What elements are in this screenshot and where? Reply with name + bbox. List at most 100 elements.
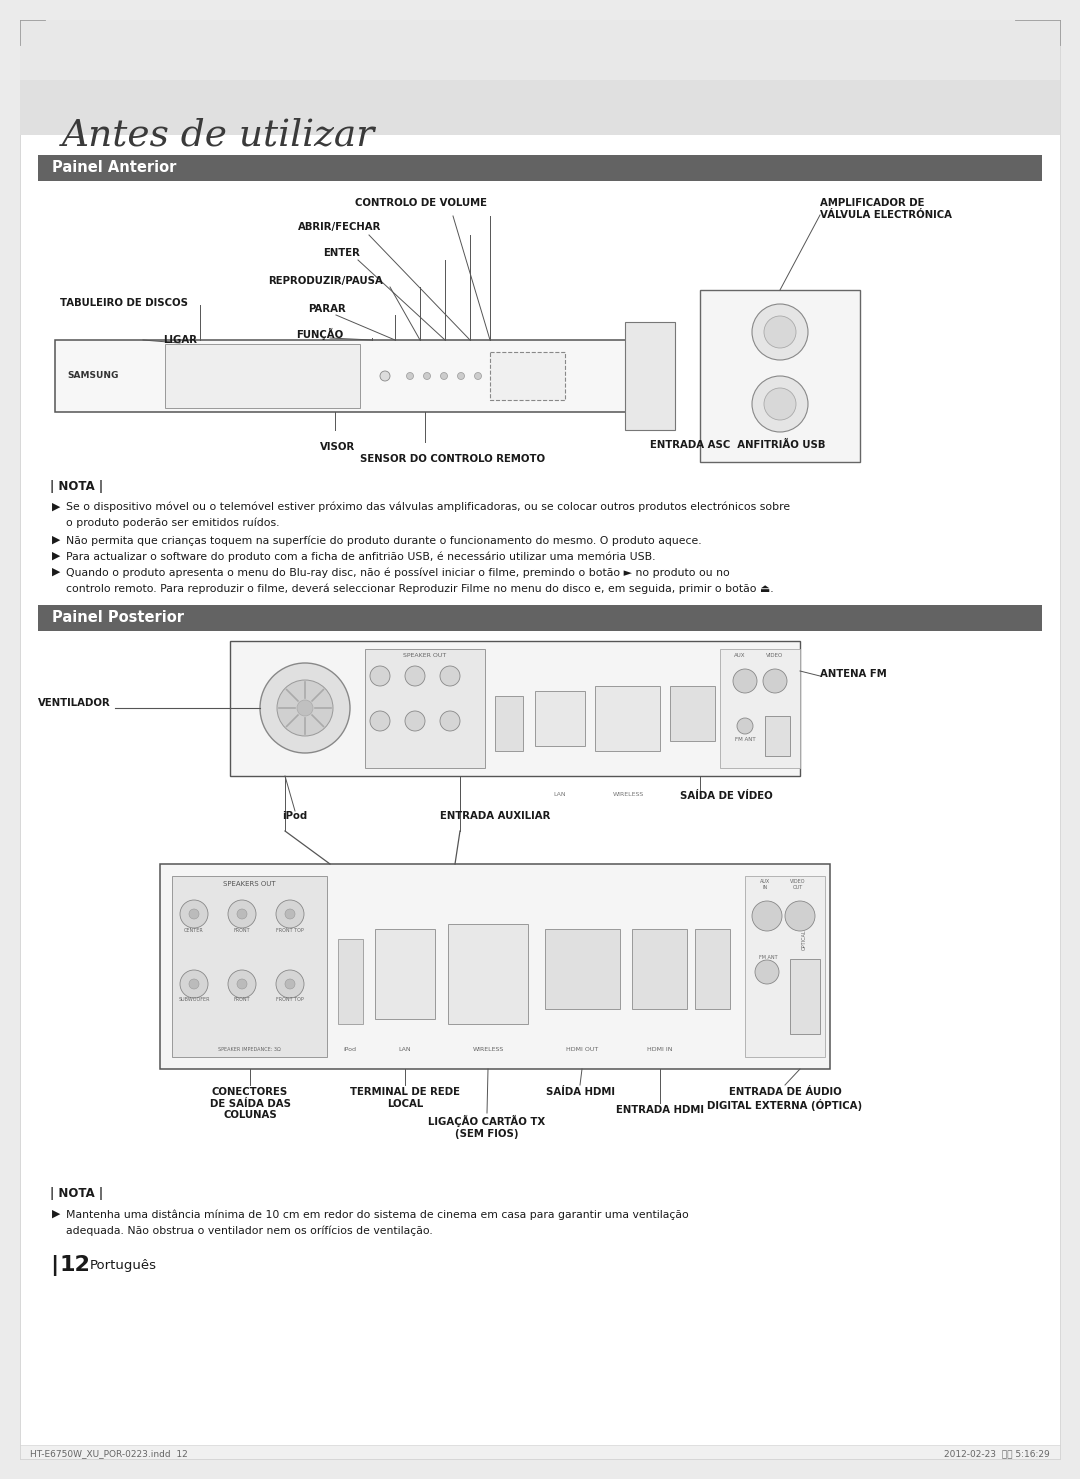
Circle shape (440, 711, 460, 731)
Circle shape (189, 979, 199, 989)
Text: ▶: ▶ (52, 552, 60, 561)
Text: Não permita que crianças toquem na superfície do produto durante o funcionamento: Não permita que crianças toquem na super… (66, 535, 702, 546)
Bar (230, 640, 800, 776)
Text: CONECTORES
DE SAÍDA DAS
COLUNAS: CONECTORES DE SAÍDA DAS COLUNAS (210, 1087, 291, 1120)
Text: SAÍDA HDMI: SAÍDA HDMI (545, 1087, 615, 1097)
Text: ABRIR/FECHAR: ABRIR/FECHAR (298, 222, 381, 232)
Text: SAMSUNG: SAMSUNG (67, 371, 119, 380)
Bar (545, 929, 620, 1009)
Circle shape (733, 669, 757, 694)
Bar (765, 716, 789, 756)
Bar (535, 691, 585, 745)
Text: CENTER: CENTER (184, 927, 204, 933)
Text: FM ANT: FM ANT (734, 737, 755, 742)
Text: Painel Anterior: Painel Anterior (52, 161, 176, 176)
Text: ENTRADA ASC  ANFITRIÃO USB: ENTRADA ASC ANFITRIÃO USB (650, 439, 825, 450)
Circle shape (228, 901, 256, 927)
Bar (696, 929, 730, 1009)
Bar (770, 686, 789, 741)
Text: TABULEIRO DE DISCOS: TABULEIRO DE DISCOS (60, 297, 188, 308)
Text: CONTROLO DE VOLUME: CONTROLO DE VOLUME (355, 198, 487, 209)
Circle shape (370, 666, 390, 686)
Circle shape (180, 970, 208, 998)
Text: adequada. Não obstrua o ventilador nem os orífícios de ventilação.: adequada. Não obstrua o ventilador nem o… (66, 1225, 433, 1235)
Circle shape (474, 373, 482, 380)
Text: 2012-02-23  오후 5:16:29: 2012-02-23 오후 5:16:29 (944, 1449, 1050, 1458)
Text: SPEAKER OUT: SPEAKER OUT (403, 654, 447, 658)
Circle shape (737, 717, 753, 734)
Text: ▶: ▶ (52, 535, 60, 544)
Circle shape (260, 663, 350, 753)
Bar (38, 605, 1042, 632)
Bar (789, 958, 820, 1034)
Circle shape (297, 700, 313, 716)
Circle shape (285, 910, 295, 918)
Circle shape (276, 970, 303, 998)
Bar (375, 929, 435, 1019)
Bar (595, 686, 660, 751)
Text: LIGAÇÃO CARTÃO TX
(SEM FIOS): LIGAÇÃO CARTÃO TX (SEM FIOS) (429, 1115, 545, 1139)
Circle shape (755, 960, 779, 984)
Text: SAÍDA DE VÍDEO: SAÍDA DE VÍDEO (680, 791, 773, 802)
Circle shape (237, 910, 247, 918)
Circle shape (180, 901, 208, 927)
Text: HDMI OUT: HDMI OUT (566, 1047, 598, 1052)
Text: | NOTA |: | NOTA | (50, 1188, 103, 1199)
Text: controlo remoto. Para reproduzir o filme, deverá seleccionar Reproduzir Filme no: controlo remoto. Para reproduzir o filme… (66, 583, 773, 593)
Text: Antes de utilizar: Antes de utilizar (62, 118, 375, 154)
Bar (21, 21, 1059, 80)
Circle shape (276, 680, 333, 737)
Text: iPod: iPod (282, 810, 308, 821)
Circle shape (441, 373, 447, 380)
Bar (625, 322, 675, 430)
Text: LIGAR: LIGAR (163, 336, 197, 345)
Bar (495, 697, 523, 751)
Text: ENTRADA AUXILIAR: ENTRADA AUXILIAR (440, 810, 551, 821)
Bar (448, 924, 528, 1023)
Bar (670, 686, 715, 741)
Text: ENTER: ENTER (323, 248, 360, 257)
Bar (725, 686, 762, 741)
Bar (745, 876, 825, 1057)
Text: SENSOR DO CONTROLO REMOTO: SENSOR DO CONTROLO REMOTO (360, 454, 545, 464)
Circle shape (423, 373, 431, 380)
Bar (365, 649, 485, 768)
Text: ENTRADA DE ÁUDIO
DIGITAL EXTERNA (ÓPTICA): ENTRADA DE ÁUDIO DIGITAL EXTERNA (ÓPTICA… (707, 1087, 863, 1111)
Text: VIDEO: VIDEO (767, 654, 784, 658)
Text: LAN: LAN (554, 791, 566, 797)
Text: Se o dispositivo móvel ou o telemóvel estiver próximo das válvulas amplificadora: Se o dispositivo móvel ou o telemóvel es… (66, 501, 791, 513)
Text: ▶: ▶ (52, 501, 60, 512)
Circle shape (285, 979, 295, 989)
Bar (38, 155, 1042, 180)
Circle shape (370, 711, 390, 731)
Text: o produto poderão ser emitidos ruídos.: o produto poderão ser emitidos ruídos. (66, 518, 280, 528)
Circle shape (276, 901, 303, 927)
Text: AMPLIFICADOR DE
VÁLVULA ELECTRÓNICA: AMPLIFICADOR DE VÁLVULA ELECTRÓNICA (820, 198, 951, 219)
Circle shape (764, 387, 796, 420)
Text: SPEAKERS OUT: SPEAKERS OUT (222, 881, 275, 887)
Text: SPEAKER IMPEDANCE: 3Ω: SPEAKER IMPEDANCE: 3Ω (218, 1047, 281, 1052)
Circle shape (752, 901, 782, 930)
Text: ▶: ▶ (52, 1208, 60, 1219)
Text: Para actualizar o software do produto com a ficha de anfitrião USB, é necessário: Para actualizar o software do produto co… (66, 552, 656, 562)
Text: ▶: ▶ (52, 566, 60, 577)
Text: Mantenha uma distância mínima de 10 cm em redor do sistema de cinema em casa par: Mantenha uma distância mínima de 10 cm e… (66, 1208, 689, 1220)
Bar (700, 290, 860, 461)
Text: VIDEO
OUT: VIDEO OUT (791, 879, 806, 890)
Text: iPod: iPod (343, 1047, 356, 1052)
Circle shape (406, 373, 414, 380)
Text: AUX
IN: AUX IN (760, 879, 770, 890)
Text: FRONT TOP: FRONT TOP (276, 927, 303, 933)
Circle shape (189, 910, 199, 918)
Text: WIRELESS: WIRELESS (472, 1047, 503, 1052)
Circle shape (752, 305, 808, 359)
Text: OPTICAL: OPTICAL (801, 929, 807, 950)
Text: FUNÇÃO: FUNÇÃO (296, 328, 343, 340)
FancyBboxPatch shape (490, 352, 565, 399)
Circle shape (237, 979, 247, 989)
Text: WIRELESS: WIRELESS (612, 791, 644, 797)
Text: REPRODUZIR/PAUSA: REPRODUZIR/PAUSA (268, 277, 383, 285)
Circle shape (380, 371, 390, 382)
Text: |: | (50, 1256, 58, 1276)
Text: LAN: LAN (399, 1047, 411, 1052)
